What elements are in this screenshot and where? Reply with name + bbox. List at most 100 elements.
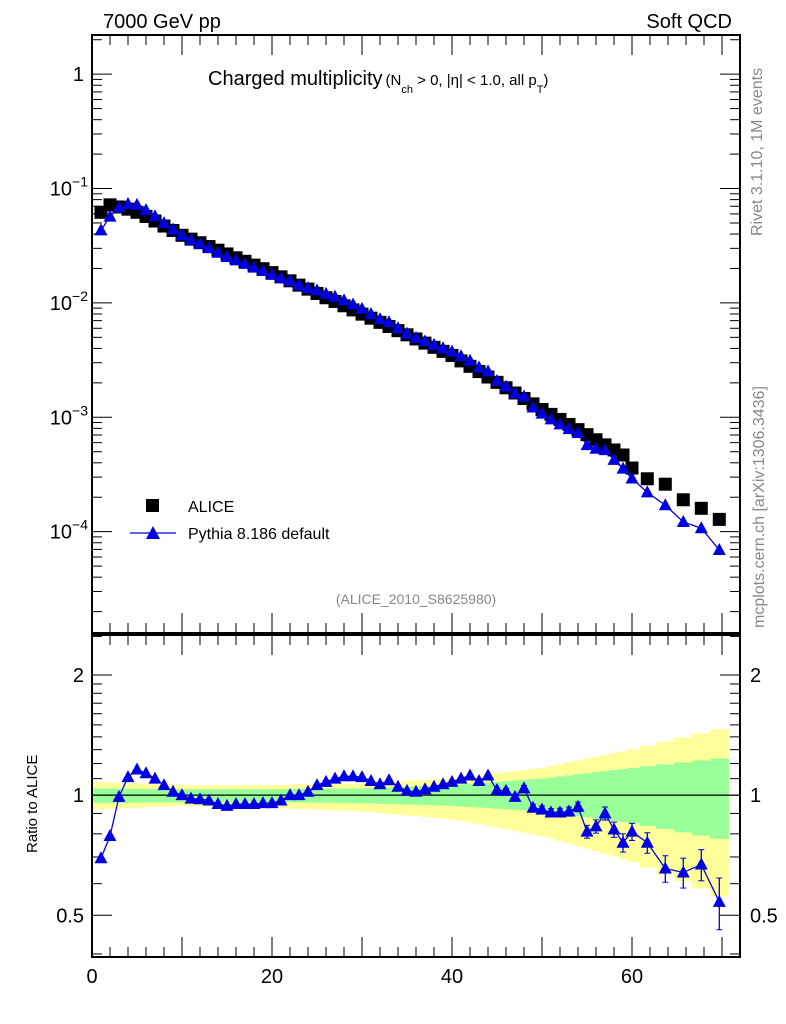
ratio-y-tick-label: 1 xyxy=(73,785,84,807)
legend-marker-pythia xyxy=(146,526,160,539)
pythia-ratio-point xyxy=(463,768,477,781)
y-tick-label: 10−2 xyxy=(50,288,88,315)
pythia-point xyxy=(148,209,162,222)
pythia-ratio-point xyxy=(526,800,540,813)
analysis-id: (ALICE_2010_S8625980) xyxy=(336,591,496,607)
pythia-point xyxy=(175,228,189,241)
pythia-point xyxy=(265,267,279,280)
pythia-ratio-point xyxy=(676,865,690,878)
pythia-ratio-point xyxy=(445,774,459,787)
pythia-ratio-point xyxy=(310,778,324,791)
pythia-ratio-point xyxy=(562,804,576,817)
pythia-ratio-point xyxy=(712,894,726,907)
pythia-point xyxy=(373,312,387,325)
pythia-ratio-point xyxy=(193,792,207,805)
pythia-point xyxy=(418,334,432,347)
pythia-ratio-point xyxy=(640,835,654,848)
pythia-ratio-point xyxy=(274,793,288,806)
pythia-point xyxy=(400,326,414,339)
pythia-ratio-point xyxy=(247,797,261,810)
pythia-ratio-point xyxy=(130,762,144,775)
data-marks xyxy=(94,196,726,931)
pythia-ratio-point xyxy=(283,788,297,801)
y-tick-label: 10−4 xyxy=(50,517,88,544)
pythia-point xyxy=(472,360,486,373)
pythia-point xyxy=(607,452,621,465)
pythia-ratio-point xyxy=(508,789,522,802)
pythia-point xyxy=(346,297,360,310)
pythia-point xyxy=(640,485,654,498)
pythia-point xyxy=(553,417,567,430)
legend-marker-alice xyxy=(146,499,159,512)
green-band-segment xyxy=(674,762,693,833)
header-right: Soft QCD xyxy=(646,11,732,33)
pythia-point xyxy=(283,273,297,286)
pythia-ratio-point xyxy=(391,779,405,792)
rivet-version-text: Rivet 3.1.10, 1M events xyxy=(749,68,766,236)
pythia-ratio-point xyxy=(472,774,486,787)
pythia-ratio-point xyxy=(121,770,135,783)
green-band-segment xyxy=(656,764,675,830)
pythia-ratio-point xyxy=(553,805,567,818)
pythia-ratio-point xyxy=(598,806,612,819)
pythia-ratio-point xyxy=(229,797,243,810)
alice-point xyxy=(676,493,690,507)
pythia-ratio-point xyxy=(499,783,513,796)
pythia-ratio-point xyxy=(490,783,504,796)
pythia-point xyxy=(409,330,423,343)
pythia-point xyxy=(658,498,672,511)
pythia-point xyxy=(238,256,252,269)
pythia-ratio-point xyxy=(139,766,153,779)
pythia-point xyxy=(463,353,477,366)
ratio-y-tick-label-right: 0.5 xyxy=(750,905,778,927)
main-frame xyxy=(91,34,741,634)
x-tick-label: 40 xyxy=(441,966,463,988)
pythia-point xyxy=(382,315,396,328)
y-tick-label: 10−1 xyxy=(50,174,88,201)
green-band-segment xyxy=(639,766,657,826)
pythia-point xyxy=(535,406,549,419)
pythia-ratio-point xyxy=(301,784,315,797)
pythia-point xyxy=(490,373,504,386)
pythia-point xyxy=(229,253,243,266)
pythia-ratio-point xyxy=(658,861,672,874)
y-tick-label: 1 xyxy=(73,64,84,86)
mcplots-credit-text: mcplots.cern.ch [arXiv:1306.3436] xyxy=(751,386,768,628)
pythia-point xyxy=(184,233,198,246)
pythia-point xyxy=(517,389,531,402)
pythia-ratio-point xyxy=(184,791,198,804)
pythia-point xyxy=(712,543,726,556)
x-tick-label: 60 xyxy=(621,966,643,988)
pythia-point xyxy=(436,341,450,354)
x-tick-label: 20 xyxy=(261,966,283,988)
pythia-ratio-point xyxy=(571,799,585,812)
pythia-point xyxy=(274,271,288,284)
ratio-ylabel: Ratio to ALICE xyxy=(24,755,41,853)
pythia-point xyxy=(94,223,108,236)
alice-point xyxy=(616,448,630,462)
pythia-ratio-point xyxy=(166,784,180,797)
pythia-point xyxy=(220,250,234,263)
pythia-point xyxy=(121,196,135,209)
pythia-point xyxy=(481,364,495,377)
alice-point xyxy=(625,461,639,475)
pythia-ratio-point xyxy=(364,774,378,787)
pythia-point xyxy=(562,422,576,435)
y-tick-label: 10−3 xyxy=(50,402,88,429)
pythia-ratio-point xyxy=(589,819,603,832)
pythia-point xyxy=(508,386,522,399)
pythia-point xyxy=(355,301,369,314)
alice-point xyxy=(712,512,726,526)
legend: ALICE Pythia 8.186 default xyxy=(130,499,330,543)
legend-label-alice: ALICE xyxy=(188,499,234,516)
pythia-ratio-point xyxy=(580,824,594,837)
pythia-ratio-point xyxy=(211,797,225,810)
pythia-point xyxy=(157,216,171,229)
pythia-point xyxy=(301,281,315,294)
pythia-ratio-point xyxy=(481,768,495,781)
pythia-point xyxy=(427,337,441,350)
pythia-point xyxy=(193,236,207,249)
pythia-point xyxy=(256,264,270,277)
pythia-point xyxy=(544,412,558,425)
